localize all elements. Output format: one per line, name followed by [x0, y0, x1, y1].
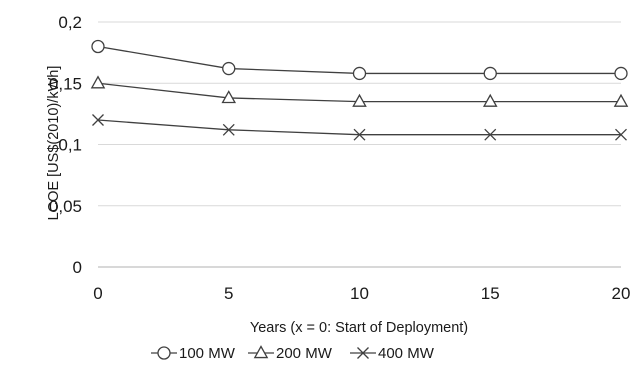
- data-point-x: [353, 128, 366, 141]
- y-axis-title: LCOE [US$(2010)/kWh]: [46, 66, 62, 221]
- data-point-triangle: [482, 93, 498, 107]
- x-tick-label: 15: [481, 284, 500, 303]
- x-tick-label: 0: [93, 284, 102, 303]
- y-tick-label: 0: [73, 258, 82, 277]
- data-point-triangle: [352, 93, 367, 107]
- x-tick-label: 10: [350, 284, 369, 303]
- series-circle: [91, 39, 628, 81]
- x-axis-title: Years (x = 0: Start of Deployment): [250, 320, 468, 336]
- x-axis-ticks: 0 5 10 15 20: [93, 284, 630, 303]
- y-axis-ticks: 0 0,05 0,1 0,15 0,2: [49, 13, 82, 277]
- legend-item: 100 MW: [151, 345, 236, 362]
- legend-marker-circle: [157, 346, 171, 360]
- legend-label: 100 MW: [179, 345, 236, 362]
- legend-item: 400 MW: [350, 345, 435, 362]
- data-point-circle: [483, 66, 497, 81]
- x-tick-label: 20: [612, 284, 631, 303]
- series-group: [90, 39, 629, 141]
- data-point-circle: [222, 61, 236, 76]
- x-tick-label: 5: [224, 284, 233, 303]
- data-point-x: [484, 128, 497, 141]
- data-point-x: [222, 123, 235, 136]
- legend-item: 200 MW: [248, 345, 333, 362]
- legend-label: 200 MW: [276, 345, 333, 362]
- data-point-triangle: [613, 93, 629, 107]
- series-x: [92, 114, 627, 141]
- y-tick-label: 0,1: [58, 136, 82, 155]
- series-line: [97, 119, 621, 136]
- y-tick-label: 0,2: [58, 13, 82, 32]
- legend: 100 MW 200 MW 400 MW: [151, 345, 435, 362]
- legend-marker-triangle: [253, 345, 269, 359]
- y-tick-label: 0,05: [49, 197, 82, 216]
- legend-label: 400 MW: [378, 345, 435, 362]
- data-point-x: [92, 114, 104, 126]
- data-point-x: [615, 128, 627, 141]
- data-point-circle: [614, 66, 628, 81]
- gridlines: [98, 21, 621, 268]
- y-tick-label: 0,15: [49, 74, 82, 93]
- data-point-triangle: [221, 90, 237, 104]
- series-triangle: [90, 75, 629, 107]
- data-point-triangle: [90, 75, 106, 89]
- legend-marker-x: [357, 347, 369, 359]
- data-point-circle: [91, 39, 105, 54]
- data-point-circle: [352, 66, 367, 81]
